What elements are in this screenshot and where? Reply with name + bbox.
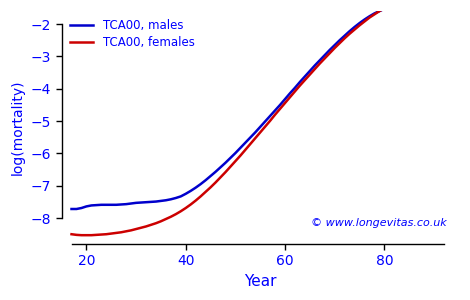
TCA00, males xyxy=(198,182,204,186)
TCA00, females xyxy=(322,56,328,60)
TCA00, males xyxy=(262,120,268,123)
TCA00, females xyxy=(312,67,318,71)
TCA00, females xyxy=(109,232,114,236)
TCA00, males xyxy=(307,69,313,73)
TCA00, males xyxy=(441,0,447,2)
Line: TCA00, males: TCA00, males xyxy=(71,0,444,209)
Text: © www.longevitas.co.uk: © www.longevitas.co.uk xyxy=(311,218,447,228)
TCA00, females xyxy=(78,233,84,237)
X-axis label: Year: Year xyxy=(244,274,276,289)
Line: TCA00, females: TCA00, females xyxy=(71,0,444,235)
TCA00, females xyxy=(267,119,273,122)
TCA00, males xyxy=(436,0,442,2)
TCA00, males xyxy=(103,203,109,207)
TCA00, males xyxy=(69,207,74,211)
TCA00, males xyxy=(317,58,322,62)
Y-axis label: log(mortality): log(mortality) xyxy=(11,80,25,175)
TCA00, females xyxy=(69,232,74,236)
Legend: TCA00, males, TCA00, females: TCA00, males, TCA00, females xyxy=(68,17,197,51)
TCA00, males xyxy=(367,14,372,18)
TCA00, females xyxy=(203,190,208,194)
TCA00, females xyxy=(372,13,377,16)
